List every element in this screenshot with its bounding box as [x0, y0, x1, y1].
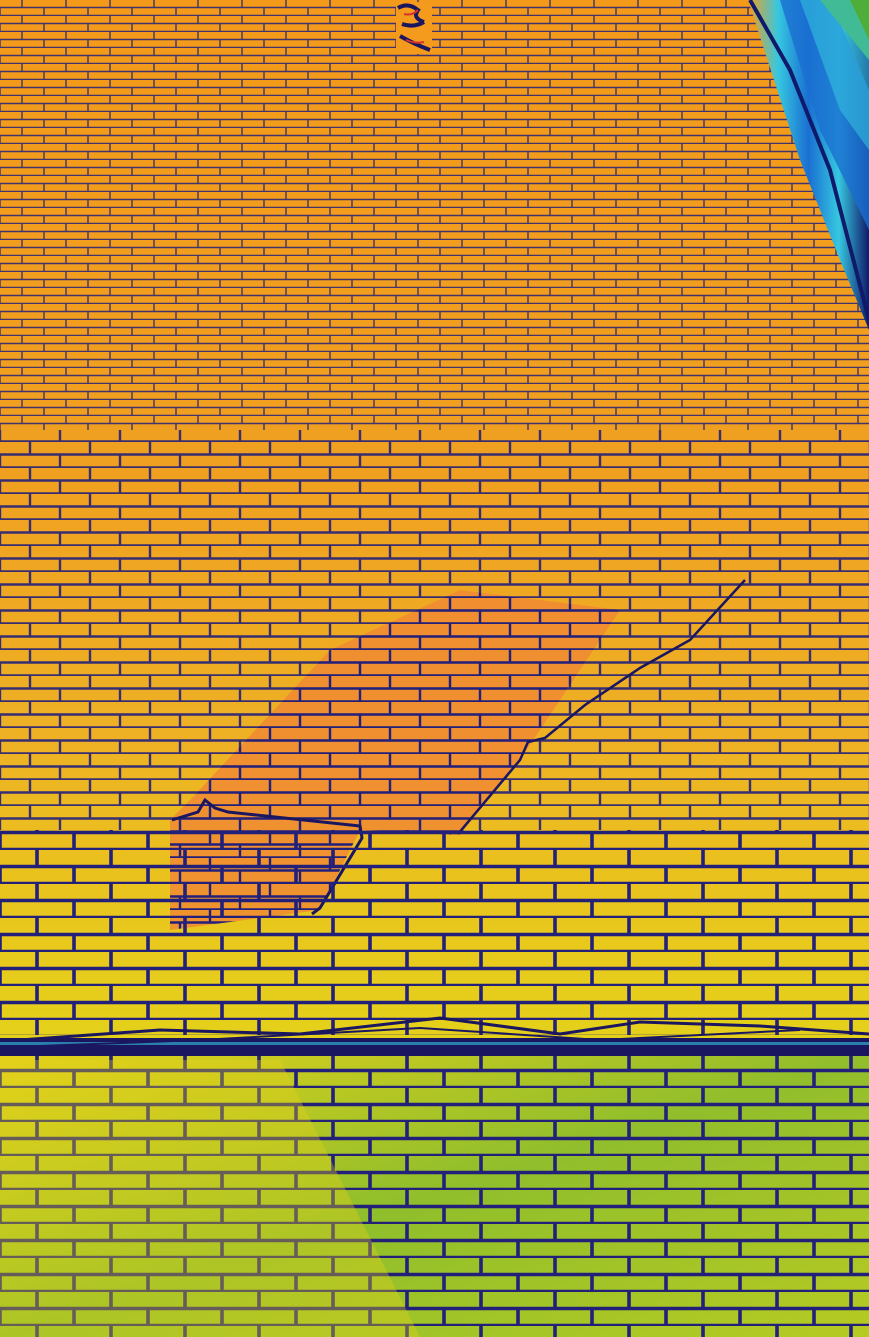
- building-edge: [748, 0, 869, 330]
- lower-brick-wall: [0, 830, 869, 1337]
- sign-fragment: [396, 2, 432, 54]
- horizontal-cable: [0, 1016, 869, 1056]
